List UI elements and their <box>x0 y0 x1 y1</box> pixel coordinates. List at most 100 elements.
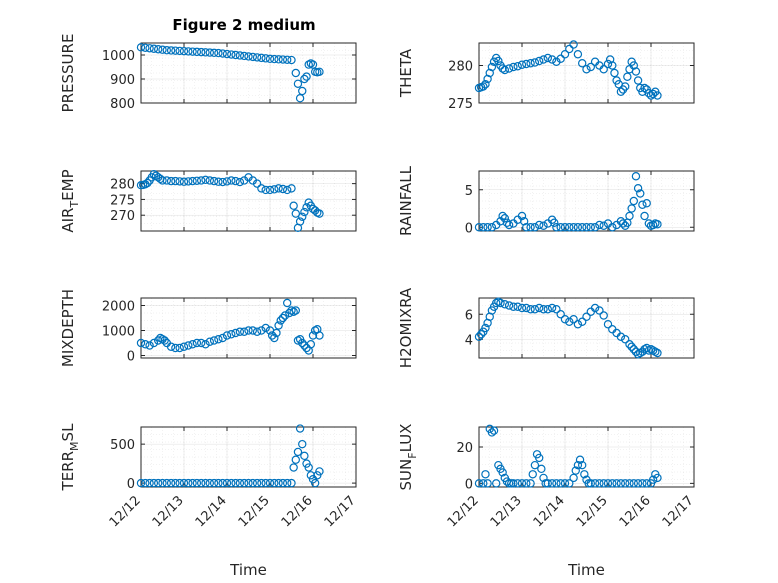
data-point <box>145 44 154 53</box>
data-point <box>599 311 608 320</box>
data-point <box>582 312 591 321</box>
data-point <box>141 478 150 488</box>
data-point <box>522 59 531 69</box>
data-point <box>504 220 514 230</box>
data-point <box>244 52 253 61</box>
data-point <box>188 176 197 186</box>
data-point <box>276 316 285 325</box>
data-point <box>603 320 613 329</box>
x-tick-label: 12/17 <box>322 493 359 530</box>
data-point <box>179 177 189 186</box>
y-axis-label: RAINFALL <box>397 165 415 236</box>
y-tick-label: 280 <box>110 178 135 193</box>
data-point <box>145 341 154 350</box>
data-point <box>476 330 486 339</box>
data-point <box>248 326 257 335</box>
data-point <box>556 54 565 63</box>
major-grid <box>140 427 357 487</box>
data-point <box>166 46 176 55</box>
data-point <box>201 340 210 349</box>
y-tick-label: 20 <box>456 441 473 456</box>
data-point <box>496 298 505 308</box>
x-tick-label: 12/16 <box>279 493 316 530</box>
data-point <box>586 479 596 488</box>
x-tick-label: 12/14 <box>193 493 230 530</box>
data-point <box>479 82 488 91</box>
data-point <box>590 303 600 313</box>
data-point <box>315 467 324 476</box>
data-point <box>565 479 574 488</box>
data-point <box>599 221 608 230</box>
data-point <box>629 196 639 206</box>
data-point <box>315 67 324 77</box>
data-series <box>136 424 324 488</box>
data-point <box>252 53 262 62</box>
data-point <box>222 478 232 488</box>
data-point <box>196 176 206 185</box>
data-point <box>625 340 634 349</box>
data-point <box>235 177 245 187</box>
data-point <box>621 82 630 91</box>
data-point <box>291 306 300 315</box>
data-point <box>543 53 553 63</box>
data-point <box>227 176 236 185</box>
data-point <box>560 479 570 488</box>
data-point <box>248 52 257 62</box>
data-point <box>298 439 307 449</box>
data-point <box>631 67 641 76</box>
data-point <box>298 86 307 96</box>
data-point <box>310 478 320 488</box>
y-axis-label: TERRMSL <box>59 423 81 492</box>
data-point <box>166 478 176 488</box>
data-point <box>158 45 167 54</box>
data-point <box>257 326 266 335</box>
data-point <box>537 464 546 474</box>
data-series <box>474 297 662 359</box>
data-point <box>556 479 565 488</box>
data-point <box>205 478 214 488</box>
data-point <box>265 185 275 195</box>
data-point <box>603 479 613 488</box>
data-point <box>175 343 184 353</box>
data-point <box>270 185 279 194</box>
x-tick-label: 12/17 <box>660 493 697 530</box>
data-point <box>287 478 296 488</box>
minor-grid <box>478 298 695 358</box>
data-point <box>616 87 626 96</box>
data-point <box>517 211 527 221</box>
data-point <box>640 211 649 221</box>
data-point <box>573 223 583 232</box>
data-point <box>498 468 507 477</box>
data-point <box>474 223 484 232</box>
data-point <box>227 330 236 339</box>
data-point <box>274 55 283 64</box>
y-tick-label: 0 <box>127 477 135 492</box>
data-point <box>547 479 557 488</box>
data-point <box>479 223 488 232</box>
data-point <box>513 302 522 311</box>
data-point <box>481 80 490 89</box>
data-point <box>184 478 193 488</box>
data-point <box>648 475 658 484</box>
data-point <box>235 327 245 336</box>
data-point <box>192 338 202 348</box>
data-point <box>474 332 484 341</box>
data-point <box>214 478 223 488</box>
data-point <box>171 343 180 353</box>
data-point <box>608 479 617 488</box>
y-tick-label: 1000 <box>102 49 135 64</box>
data-point <box>483 479 492 488</box>
data-point <box>642 199 651 208</box>
data-point <box>267 331 277 340</box>
data-point <box>166 342 176 351</box>
data-point <box>565 317 574 326</box>
data-point <box>599 65 608 74</box>
data-point <box>274 478 283 488</box>
data-point <box>653 91 662 100</box>
data-point <box>252 179 262 188</box>
data-point <box>222 331 232 340</box>
data-point <box>298 338 307 348</box>
data-point <box>550 218 559 227</box>
data-point <box>227 50 236 59</box>
data-point <box>196 47 206 57</box>
